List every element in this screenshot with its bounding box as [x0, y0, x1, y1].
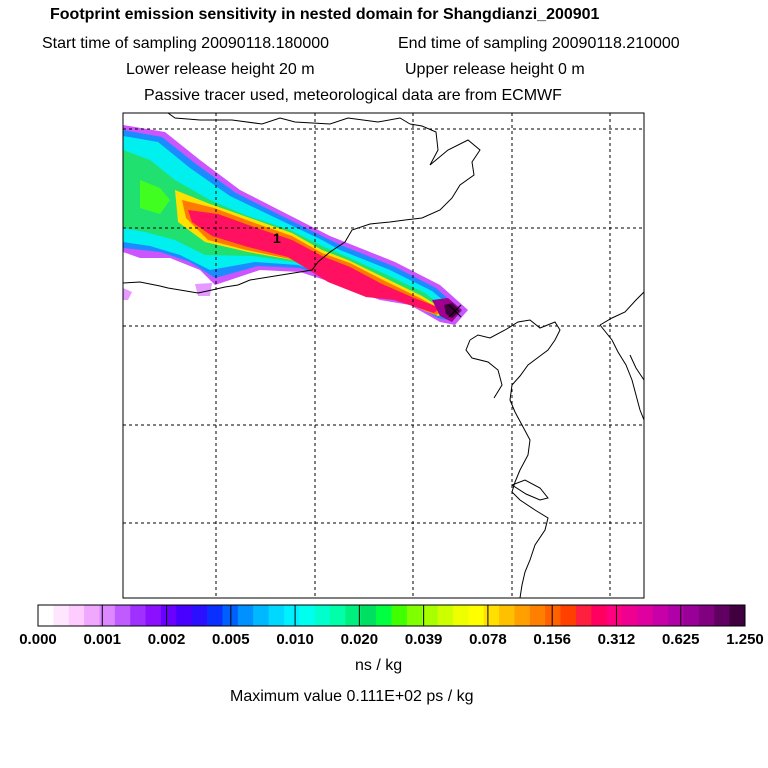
- colorbar-cell: [668, 605, 685, 626]
- coastline-korea-east: [629, 354, 644, 381]
- colorbar-cell: [483, 605, 500, 626]
- colorbar-cell: [314, 605, 331, 626]
- colorbar-cell: [84, 605, 100, 626]
- coastline-shandong-upper: [465, 339, 503, 399]
- colorbar-cell: [130, 605, 147, 626]
- colorbar-cell: [591, 605, 608, 626]
- colorbar-cell: [283, 605, 300, 626]
- colorbar-cell: [207, 605, 223, 626]
- colorbar-tick-label: 0.010: [276, 631, 314, 648]
- plume-fringe-spot: [123, 288, 132, 300]
- colorbar-tick-label: 0.078: [469, 631, 507, 648]
- colorbar-cell: [299, 605, 316, 626]
- colorbar-cell: [698, 605, 715, 626]
- colorbar-cell: [637, 605, 654, 626]
- colorbar-cell: [68, 605, 85, 626]
- receptor-marker: [448, 304, 462, 318]
- colorbar-cell: [145, 605, 162, 626]
- colorbar-tick-label: 1.250: [726, 631, 764, 648]
- colorbar-tick-label: 0.312: [598, 631, 636, 648]
- coastline-korea: [599, 291, 644, 326]
- maximum-value: Maximum value 0.111E+02 ps / kg: [230, 688, 474, 705]
- colorbar-cell: [560, 605, 577, 626]
- colorbar-cell: [268, 605, 285, 626]
- coastline-north: [167, 113, 411, 125]
- coastline-bohai: [123, 123, 481, 294]
- colorbar-cell: [606, 605, 623, 626]
- colorbar-tick-label: 0.001: [83, 631, 121, 648]
- colorbar-frame: [37, 604, 746, 627]
- colorbar-cell: [437, 605, 454, 626]
- colorbar-cell: [514, 605, 531, 626]
- release-number-label: 1: [273, 230, 281, 246]
- end-time: End time of sampling 20090118.210000: [398, 35, 680, 52]
- coastline-korea-west: [599, 324, 644, 421]
- colorbar-cell: [345, 605, 362, 626]
- colorbar-tick-labels: 0.000 0.001 0.002 0.005 0.010 0.020 0.039 0.078…: [19, 631, 764, 648]
- colorbar-cell: [114, 605, 131, 626]
- colorbar-cell: [545, 605, 562, 626]
- colorbar-cell: [99, 605, 116, 626]
- start-time: Start time of sampling 20090118.180000: [42, 35, 330, 52]
- colorbar-tick-label: 0.020: [341, 631, 379, 648]
- colorbar-cell: [253, 605, 270, 626]
- colorbar-tick-label: 0.039: [405, 631, 443, 648]
- colorbar-tick-label: 0.000: [19, 631, 57, 648]
- tracer-info: Passive tracer used, meteorological data…: [144, 87, 562, 104]
- colorbar-tick-label: 0.002: [148, 631, 186, 648]
- colorbar-cell: [714, 605, 731, 626]
- plot-title: Footprint emission sensitivity in nested…: [50, 6, 600, 23]
- colorbar: [38, 605, 746, 626]
- colorbar-cell: [38, 605, 54, 626]
- colorbar-cell: [160, 605, 177, 626]
- colorbar-cell: [529, 605, 546, 626]
- colorbar-tick-label: 0.005: [212, 631, 250, 648]
- plume-green-patch: [140, 180, 170, 214]
- coastlines: [123, 113, 644, 598]
- coastline-island: [510, 479, 549, 501]
- colorbar-cell: [468, 605, 485, 626]
- colorbar-cell: [622, 605, 638, 626]
- colorbar-cell: [360, 605, 377, 626]
- colorbar-cell: [452, 605, 469, 626]
- colorbar-cell: [53, 605, 70, 626]
- colorbar-cell: [391, 605, 408, 626]
- colorbar-tick-label: 0.156: [533, 631, 571, 648]
- coastline-shandong: [469, 319, 561, 598]
- colorbar-cell: [575, 605, 592, 626]
- colorbar-cell: [729, 605, 746, 626]
- colorbar-cell: [176, 605, 193, 626]
- colorbar-dividers: [101, 605, 682, 626]
- graticule: [123, 113, 644, 598]
- plume-core: [188, 210, 440, 313]
- colorbar-cell: [406, 605, 423, 626]
- colorbar-cell: [683, 605, 700, 626]
- colorbar-units: ns / kg: [355, 657, 403, 674]
- colorbar-cell: [422, 605, 439, 626]
- upper-release-height: Upper release height 0 m: [405, 61, 585, 78]
- plume-fringe-spot2: [195, 283, 212, 296]
- colorbar-cell: [376, 605, 392, 626]
- plume: [123, 125, 468, 325]
- map-frame: [122, 112, 645, 599]
- colorbar-cell: [237, 605, 254, 626]
- colorbar-cell: [330, 605, 346, 626]
- plume-peak-inner: [444, 303, 460, 318]
- colorbar-cell: [191, 605, 208, 626]
- colorbar-cell: [652, 605, 669, 626]
- lower-release-height: Lower release height 20 m: [126, 61, 315, 78]
- colorbar-cell: [499, 605, 515, 626]
- colorbar-tick-label: 0.625: [662, 631, 700, 648]
